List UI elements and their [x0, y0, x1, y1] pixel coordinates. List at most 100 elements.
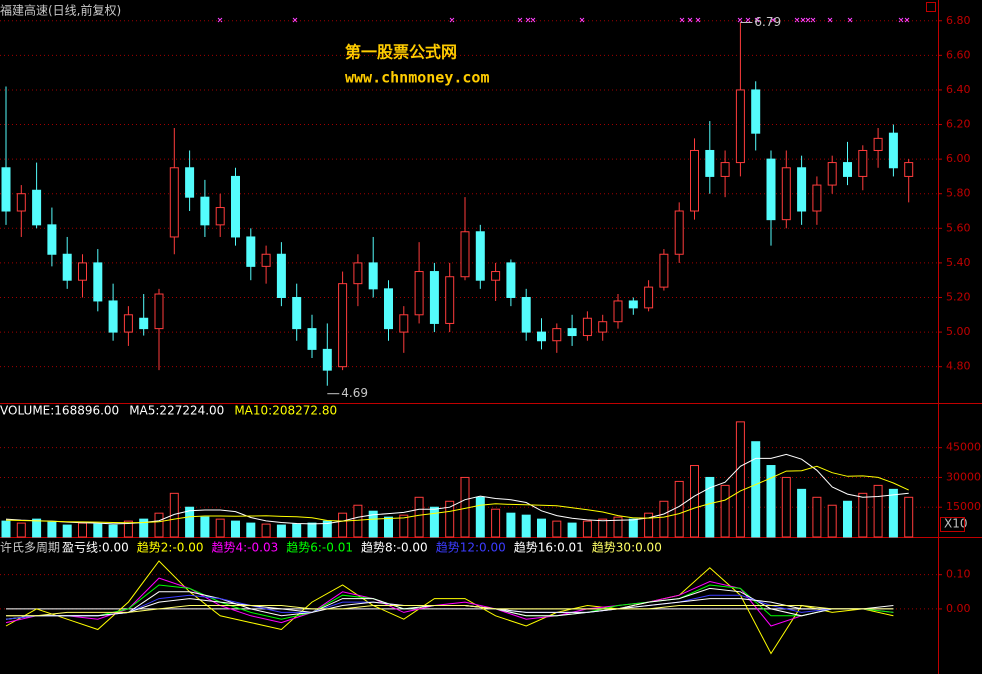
legend-entry: 趋势30:0.00 [592, 541, 662, 555]
volume-bar [628, 518, 638, 538]
candle-body [16, 193, 26, 212]
volume-bar [506, 512, 516, 538]
volume-bar [827, 504, 837, 538]
candle-body [338, 283, 348, 368]
candle-body [858, 149, 868, 177]
watermark: www.chnmoney.com [345, 69, 490, 87]
candle-body [598, 321, 608, 333]
volume-bar [888, 488, 898, 538]
volume-bar [185, 506, 195, 538]
volume-bar [62, 524, 72, 538]
volume-bar [705, 476, 715, 538]
y-tick-label: 30000 [946, 470, 981, 483]
candle-body [827, 162, 837, 186]
candle-body [429, 271, 439, 324]
signal-marker [517, 17, 523, 23]
candle-body [904, 162, 914, 177]
candle-body [123, 314, 133, 333]
volume-bar [215, 518, 225, 538]
indicator-title: 许氏多周期 [0, 541, 60, 555]
volume-bar [690, 465, 699, 538]
candle-body [62, 253, 72, 281]
candle-body [674, 210, 684, 255]
volume-bar [537, 518, 546, 538]
volume-bar [307, 522, 317, 538]
volume-bar [429, 506, 439, 538]
candle-body [322, 348, 332, 371]
candle-body [47, 224, 57, 255]
candle-body [445, 276, 455, 324]
signal-marker [805, 17, 811, 23]
signal-marker [794, 17, 800, 23]
signal-marker [904, 17, 910, 23]
volume-bar [384, 516, 393, 538]
candle-body [475, 231, 485, 281]
volume-bar [582, 520, 592, 538]
volume-bar [200, 516, 210, 538]
candle-body [185, 167, 195, 198]
candle-body [751, 89, 761, 134]
candle-body [368, 262, 378, 290]
signal-marker [737, 17, 743, 23]
signal-marker [810, 17, 816, 23]
window-button[interactable] [926, 2, 936, 12]
volume-bar [322, 520, 332, 538]
signal-marker [530, 17, 536, 23]
y-tick-label: 15000 [946, 500, 981, 513]
volume-bar [108, 524, 118, 538]
volume-bar [78, 522, 87, 538]
volume-bar [261, 523, 271, 538]
volume-bar [353, 504, 363, 538]
candle-body [399, 314, 409, 333]
indicator-line [5, 560, 894, 655]
signal-marker [745, 17, 751, 23]
volume-bar [904, 496, 914, 538]
volume-bar [766, 465, 776, 538]
volume-bar [751, 441, 761, 538]
candle-body [659, 253, 669, 288]
legend-entry: 盈亏线:0.00 [62, 541, 129, 555]
signal-marker [679, 17, 685, 23]
volume-bar [292, 523, 302, 538]
volume-bar [491, 508, 501, 538]
y-tick-label: 6.20 [946, 118, 971, 131]
signal-marker [898, 17, 904, 23]
volume-bar [32, 518, 42, 538]
volume-bar [231, 520, 240, 538]
candle-body [781, 167, 791, 221]
volume-bar [460, 476, 470, 538]
legend-entry: 趋势8:-0.00 [361, 541, 428, 555]
y-tick-label: 4.80 [946, 360, 971, 373]
candle-body [873, 137, 883, 151]
volume-bar [644, 512, 654, 538]
candle-body [307, 328, 317, 350]
y-tick-label: 6.60 [946, 48, 971, 61]
legend-entry: 趋势2:-0.00 [137, 541, 204, 555]
volume-bar [475, 496, 485, 538]
volume-bar [781, 476, 791, 538]
candle-body [78, 262, 87, 281]
volume-bar [445, 500, 455, 538]
volume-bar [521, 514, 531, 538]
candle-body [521, 296, 531, 333]
candle-body [582, 317, 592, 337]
candle-body [108, 300, 118, 333]
indicator-line [6, 605, 894, 617]
candle-body [843, 162, 852, 177]
unit-label: X10 [944, 517, 968, 531]
legend-entry: 趋势12:0.00 [436, 541, 506, 555]
candle-body [506, 262, 516, 298]
volume-bar [552, 520, 562, 538]
volume-bar [858, 492, 868, 538]
candle-body [644, 286, 654, 309]
legend-entry: 趋势6:-0.01 [286, 541, 353, 555]
candle-body [460, 231, 470, 278]
candle-body [292, 296, 302, 330]
candle-body [414, 271, 424, 316]
candle-body [169, 167, 179, 238]
signal-marker [687, 17, 693, 23]
candle-body [705, 149, 715, 177]
volume-bar [613, 516, 623, 538]
